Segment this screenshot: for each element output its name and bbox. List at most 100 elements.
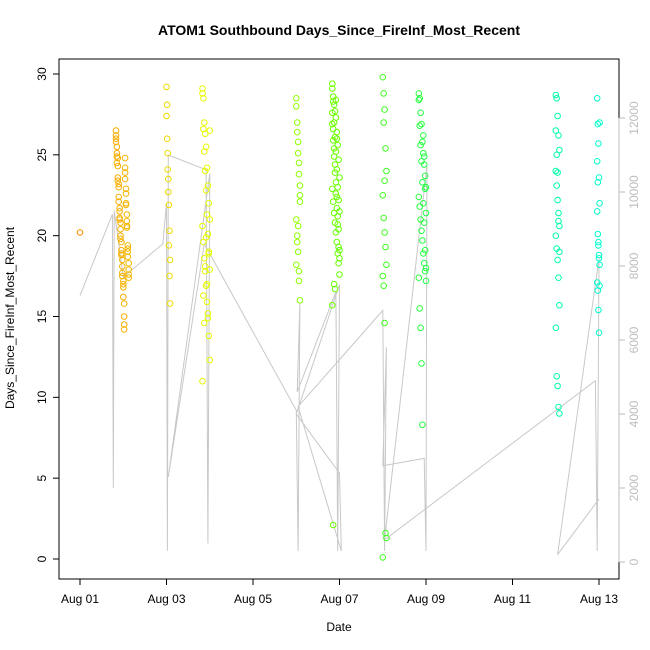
data-point (379, 192, 387, 199)
data-point (166, 256, 174, 264)
data-point (419, 138, 426, 146)
data-point (334, 141, 342, 149)
data-point (124, 253, 132, 261)
data-point (555, 132, 562, 139)
data-point (330, 145, 338, 152)
series-2 (293, 80, 343, 529)
x-tick-label: Aug 07 (320, 592, 358, 606)
data-point (115, 198, 122, 205)
data-point (553, 373, 561, 380)
data-point (199, 90, 206, 97)
data-point (165, 175, 172, 183)
data-point (422, 209, 430, 217)
data-point (380, 119, 388, 126)
series-1 (163, 83, 214, 385)
data-point (383, 167, 390, 175)
data-point (120, 321, 128, 328)
data-point (294, 138, 302, 146)
data-point (199, 377, 206, 385)
data-point (420, 250, 427, 257)
data-point (120, 313, 128, 320)
data-point (164, 149, 171, 157)
x-axis-label: Date (326, 620, 352, 634)
data-point (122, 185, 130, 193)
data-point (417, 141, 424, 149)
data-point (421, 246, 429, 254)
y2-axis: 0 2000 4000 6000 8000 10000 12000 (618, 101, 641, 565)
data-point (335, 243, 342, 251)
data-point (595, 251, 603, 259)
overlay-line (79, 154, 600, 555)
data-point (554, 196, 561, 204)
data-point (123, 217, 131, 225)
data-point (415, 274, 423, 282)
y-axis: 0 5 10 15 20 25 30 (35, 67, 60, 562)
data-point (554, 382, 561, 390)
data-point (330, 153, 338, 160)
data-point (201, 119, 208, 126)
data-point (293, 128, 301, 136)
data-point (113, 153, 121, 160)
data-point (417, 324, 424, 332)
data-point (331, 133, 339, 141)
data-point (381, 229, 388, 236)
data-point (329, 109, 336, 117)
data-point (112, 132, 120, 139)
data-point (594, 120, 602, 128)
data-point (333, 204, 341, 212)
data-point (201, 319, 208, 327)
data-point (556, 222, 563, 230)
data-point (115, 180, 122, 188)
data-point (123, 222, 131, 230)
data-point (383, 534, 390, 542)
data-point (335, 156, 342, 163)
data-point (201, 148, 208, 155)
data-point (120, 280, 127, 288)
data-point (595, 238, 602, 246)
data-point (166, 272, 173, 280)
data-point (296, 192, 304, 199)
data-point (116, 208, 123, 215)
data-point (125, 271, 132, 278)
data-point (379, 272, 387, 280)
data-point (118, 238, 125, 246)
data-point (417, 109, 424, 117)
data-point (331, 285, 339, 293)
y-tick-label: 0 (35, 555, 49, 562)
data-point (113, 143, 121, 151)
data-point (121, 154, 129, 162)
y2-tick-label: 0 (627, 558, 641, 565)
data-point (382, 243, 389, 251)
data-point (329, 137, 337, 144)
data-point (332, 179, 340, 186)
data-point (336, 271, 343, 278)
data-point (296, 182, 304, 189)
x-tick-label: Aug 05 (234, 592, 272, 606)
data-point (121, 169, 129, 176)
data-point (203, 211, 211, 218)
data-point (166, 300, 174, 307)
data-point (594, 179, 602, 186)
data-point (415, 90, 423, 97)
data-point (335, 225, 342, 233)
data-point (552, 324, 560, 332)
data-point (294, 248, 302, 256)
data-point (556, 301, 563, 309)
data-point (205, 332, 213, 340)
data-point (112, 127, 120, 134)
x-axis: Aug 01 Aug 03 Aug 05 Aug 07 Aug 09 Aug 11 Aug … (61, 578, 618, 606)
data-point (595, 140, 602, 147)
data-point (330, 119, 338, 126)
data-point (295, 277, 303, 285)
data-point (556, 410, 563, 417)
data-point (418, 360, 425, 367)
data-point (116, 204, 123, 212)
data-point (380, 282, 388, 290)
data-point (418, 158, 425, 165)
data-point (199, 222, 206, 230)
data-point (296, 297, 304, 304)
data-point (205, 200, 213, 207)
data-point (555, 209, 562, 217)
data-point (330, 280, 338, 288)
